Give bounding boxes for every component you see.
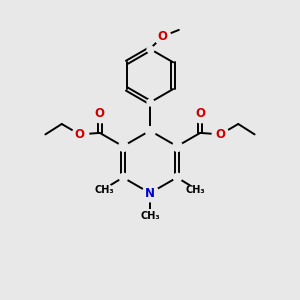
Text: CH₃: CH₃ bbox=[140, 211, 160, 221]
Text: O: O bbox=[195, 107, 205, 120]
Text: O: O bbox=[158, 30, 167, 43]
Text: N: N bbox=[145, 187, 155, 200]
Text: O: O bbox=[95, 107, 105, 120]
Text: O: O bbox=[75, 128, 85, 141]
Text: CH₃: CH₃ bbox=[186, 185, 205, 195]
Text: O: O bbox=[215, 128, 225, 141]
Text: CH₃: CH₃ bbox=[95, 185, 114, 195]
